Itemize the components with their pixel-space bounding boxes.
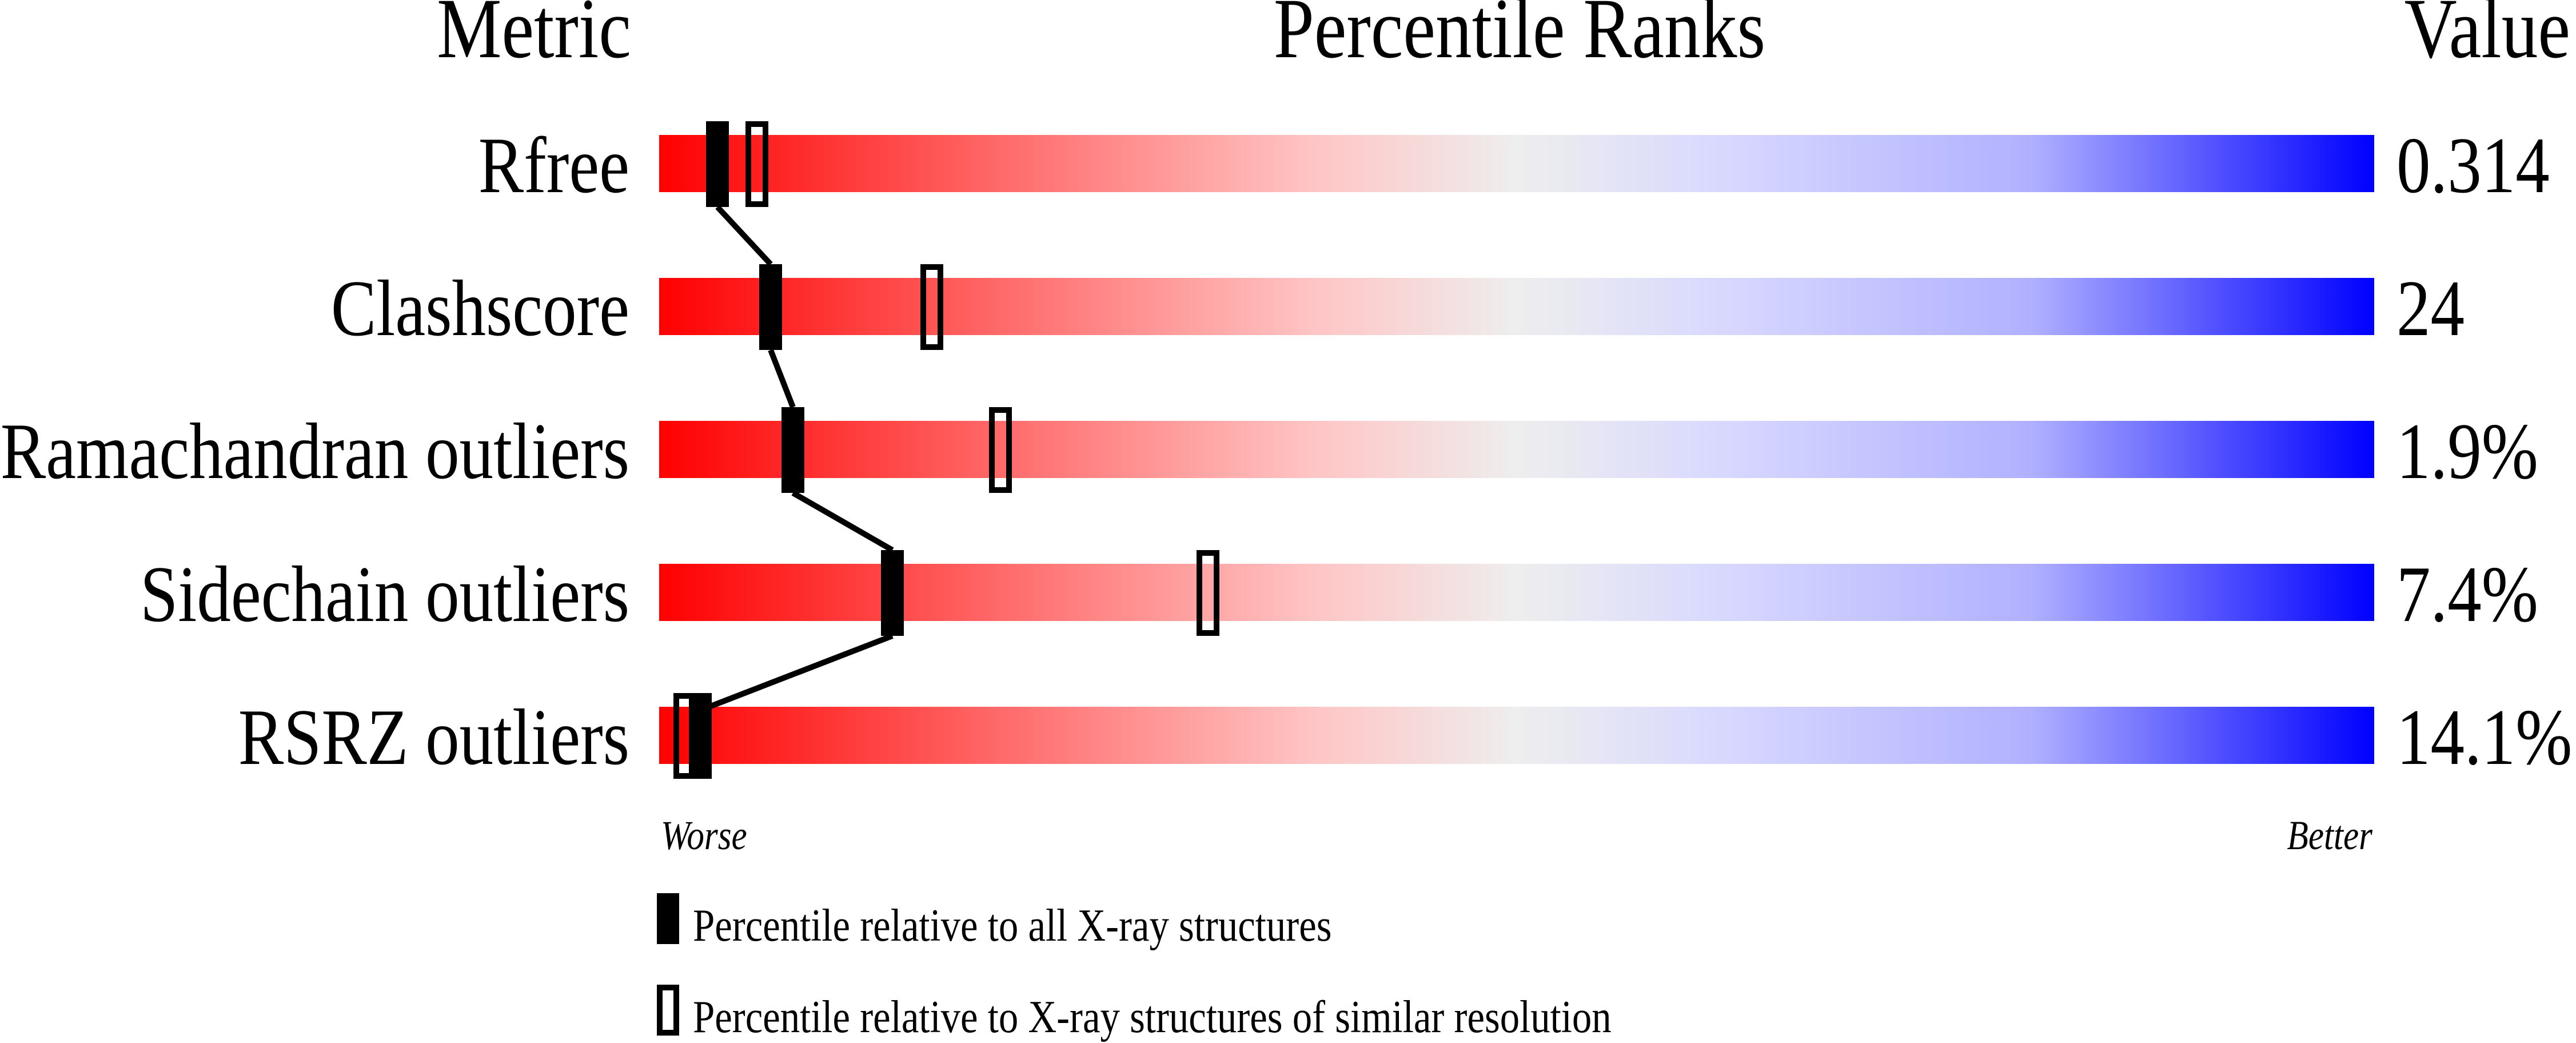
metric-value: 14.1%: [2396, 693, 2572, 782]
metric-value: 0.314: [2396, 121, 2550, 210]
percentile-bar: [659, 564, 2374, 621]
marker-similar-resolution: [1197, 550, 1219, 636]
marker-all-structures: [881, 550, 904, 636]
legend-filled-marker: [657, 893, 679, 944]
connector-line: [791, 490, 894, 553]
metric-label: Sidechain outliers: [140, 550, 629, 639]
metric-label: Rfree: [478, 121, 629, 210]
percentile-bar: [659, 421, 2374, 478]
metric-label: Ramachandran outliers: [1, 407, 629, 496]
connector-line: [768, 349, 796, 408]
header-value: Value: [2404, 0, 2570, 76]
header-percentile-ranks: Percentile Ranks: [1274, 0, 1765, 76]
metric-value: 24: [2396, 264, 2465, 353]
legend-open-marker: [657, 985, 679, 1036]
connector-line: [715, 205, 773, 266]
marker-all-structures: [689, 693, 712, 779]
metric-value: 1.9%: [2396, 407, 2538, 496]
marker-similar-resolution: [920, 264, 943, 350]
axis-label-worse: Worse: [661, 813, 747, 858]
marker-similar-resolution: [745, 121, 768, 207]
legend-open-label: Percentile relative to X-ray structures …: [693, 992, 1612, 1042]
marker-all-structures: [759, 264, 782, 350]
marker-all-structures: [781, 407, 804, 493]
marker-similar-resolution: [989, 407, 1012, 493]
percentile-bar: [659, 707, 2374, 764]
percentile-bar: [659, 278, 2374, 335]
rows: Rfree 0.314 Clashscore 24 Ramachandran outli…: [1, 121, 2572, 782]
axis-label-better: Better: [2287, 813, 2373, 858]
metric-label: Clashscore: [331, 264, 629, 353]
marker-all-structures: [706, 121, 729, 207]
metric-label: RSRZ outliers: [238, 693, 629, 782]
percentile-bar: [659, 135, 2374, 192]
header-metric: Metric: [437, 0, 631, 76]
metric-value: 7.4%: [2396, 550, 2538, 639]
connector-line: [699, 633, 894, 713]
legend-filled-label: Percentile relative to all X-ray structu…: [693, 901, 1332, 951]
